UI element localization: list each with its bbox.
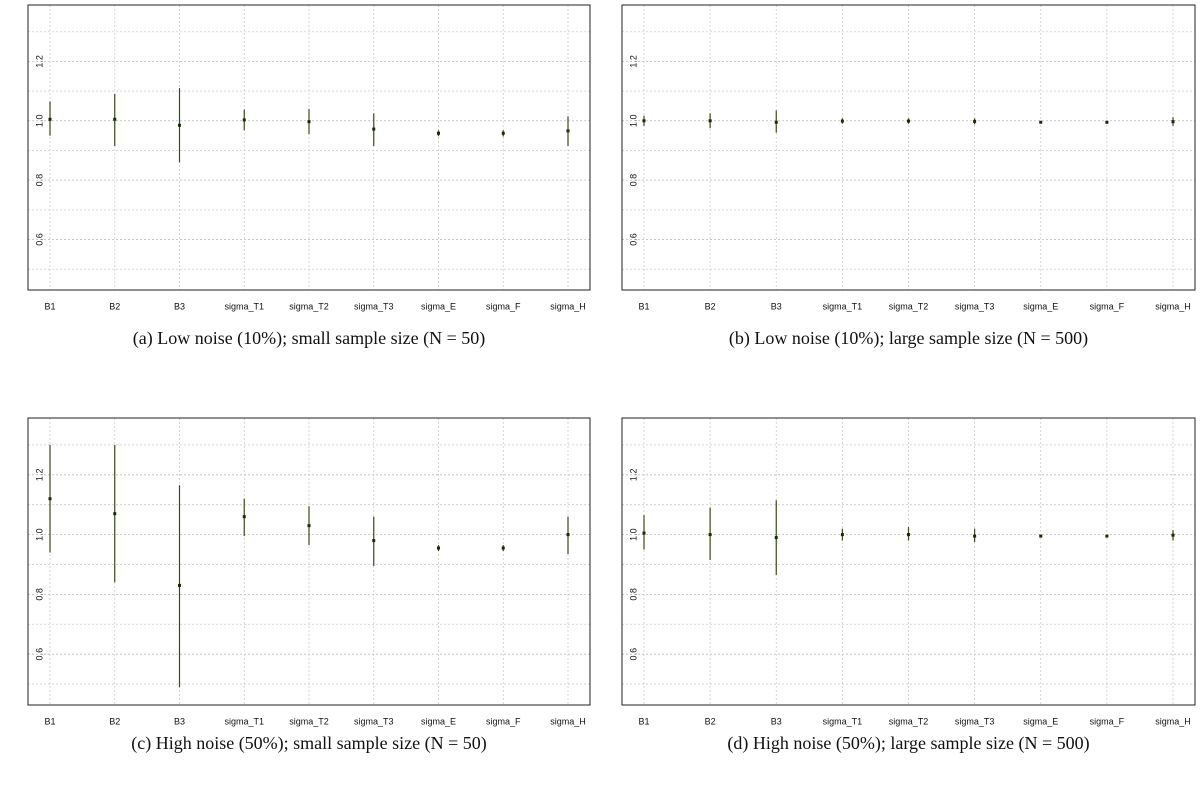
- point: [1039, 534, 1043, 538]
- x-tick-label: B3: [174, 716, 185, 726]
- caption: (b) Low noise (10%); large sample size (…: [729, 328, 1088, 349]
- caption: (c) High noise (50%); small sample size …: [131, 733, 487, 754]
- x-tick-label: sigma_E: [421, 301, 456, 311]
- point: [48, 117, 52, 121]
- x-tick-label: B3: [771, 716, 782, 726]
- point: [642, 531, 646, 535]
- point: [242, 118, 246, 122]
- caption: (a) Low noise (10%); small sample size (…: [133, 328, 486, 349]
- point: [973, 119, 977, 123]
- point: [437, 546, 440, 550]
- x-tick-label: sigma_H: [1155, 716, 1191, 726]
- x-tick-label: B2: [109, 716, 120, 726]
- x-tick-label: sigma_H: [550, 716, 586, 726]
- point: [372, 127, 376, 131]
- point: [1105, 120, 1109, 124]
- x-tick-label: B1: [638, 716, 649, 726]
- y-tick-label: 1.0: [628, 115, 638, 128]
- point: [840, 533, 844, 537]
- y-tick-label: 0.6: [34, 648, 44, 661]
- x-tick-label: sigma_T2: [889, 716, 929, 726]
- x-tick-label: B2: [705, 301, 716, 311]
- y-tick-label: 1.2: [34, 469, 44, 482]
- x-tick-label: sigma_F: [1090, 301, 1125, 311]
- point: [501, 131, 505, 135]
- y-tick-label: 1.0: [628, 528, 638, 541]
- x-tick-label: B1: [44, 301, 55, 311]
- point: [1171, 120, 1175, 124]
- y-tick-label: 0.8: [34, 588, 44, 601]
- point: [774, 120, 778, 124]
- point: [642, 119, 646, 123]
- point: [242, 515, 246, 519]
- x-tick-label: sigma_F: [1090, 716, 1125, 726]
- point: [372, 539, 376, 543]
- y-tick-label: 0.8: [628, 174, 638, 187]
- y-tick-label: 1.2: [628, 55, 638, 68]
- x-tick-label: sigma_F: [486, 301, 521, 311]
- plot-frame: [27, 4, 591, 291]
- y-tick-label: 0.8: [34, 174, 44, 187]
- x-tick-label: sigma_T3: [354, 301, 394, 311]
- point: [113, 117, 117, 121]
- plot-frame: [621, 417, 1196, 706]
- x-tick-label: B2: [705, 716, 716, 726]
- x-tick-label: sigma_T2: [289, 301, 329, 311]
- y-tick-label: 0.6: [34, 233, 44, 246]
- point: [566, 533, 570, 537]
- y-tick-label: 1.0: [34, 528, 44, 541]
- y-tick-label: 0.6: [628, 233, 638, 246]
- point: [113, 512, 117, 516]
- x-tick-label: sigma_T3: [354, 716, 394, 726]
- point: [1171, 533, 1175, 537]
- x-tick-label: sigma_T3: [955, 716, 995, 726]
- x-tick-label: sigma_T1: [224, 301, 264, 311]
- y-tick-label: 1.2: [628, 469, 638, 482]
- x-tick-label: sigma_T3: [955, 301, 995, 311]
- point: [840, 119, 844, 123]
- point: [708, 533, 712, 537]
- y-tick-label: 0.8: [628, 588, 638, 601]
- y-tick-label: 1.2: [34, 55, 44, 68]
- x-tick-label: sigma_E: [421, 716, 456, 726]
- y-tick-label: 1.0: [34, 115, 44, 128]
- point: [907, 533, 910, 537]
- point: [178, 123, 181, 127]
- x-tick-label: sigma_H: [550, 301, 586, 311]
- point: [708, 119, 712, 123]
- plot-frame: [621, 4, 1196, 291]
- point: [774, 536, 778, 540]
- point: [178, 583, 181, 587]
- caption: (d) High noise (50%); large sample size …: [727, 733, 1089, 754]
- point: [437, 131, 440, 135]
- x-tick-label: sigma_T1: [224, 716, 264, 726]
- x-tick-label: B1: [638, 301, 649, 311]
- point: [1039, 120, 1043, 124]
- point: [48, 497, 52, 501]
- y-tick-label: 0.6: [628, 648, 638, 661]
- plot-frame: [27, 417, 591, 706]
- point: [501, 546, 505, 550]
- point: [1105, 534, 1109, 538]
- x-tick-label: sigma_T1: [823, 301, 863, 311]
- x-tick-label: B3: [771, 301, 782, 311]
- x-tick-label: B1: [44, 716, 55, 726]
- point: [907, 119, 910, 123]
- x-tick-label: sigma_E: [1023, 301, 1058, 311]
- x-tick-label: B2: [109, 301, 120, 311]
- x-tick-label: sigma_T2: [889, 301, 929, 311]
- point: [307, 524, 311, 528]
- point: [566, 129, 570, 133]
- x-tick-label: B3: [174, 301, 185, 311]
- x-tick-label: sigma_T1: [823, 716, 863, 726]
- point: [307, 120, 311, 124]
- point: [973, 534, 977, 538]
- x-tick-label: sigma_T2: [289, 716, 329, 726]
- x-tick-label: sigma_H: [1155, 301, 1191, 311]
- x-tick-label: sigma_E: [1023, 716, 1058, 726]
- x-tick-label: sigma_F: [486, 716, 521, 726]
